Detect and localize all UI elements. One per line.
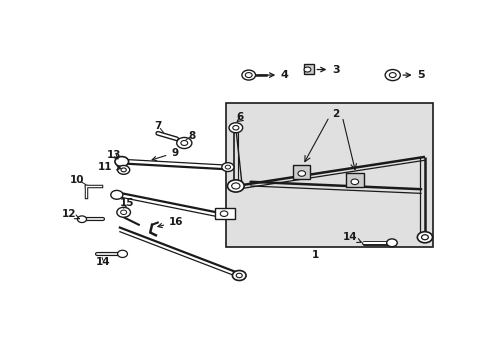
Circle shape [181, 140, 187, 145]
Text: 16: 16 [158, 217, 183, 228]
Circle shape [236, 273, 242, 278]
Circle shape [421, 235, 427, 240]
Text: 6: 6 [236, 112, 243, 122]
Circle shape [225, 165, 230, 169]
Circle shape [245, 73, 252, 77]
Circle shape [117, 166, 129, 174]
Circle shape [228, 123, 242, 133]
Text: 10: 10 [70, 175, 84, 185]
Bar [225, 103, 432, 247]
Circle shape [117, 207, 130, 217]
Circle shape [115, 157, 128, 167]
Circle shape [121, 168, 126, 172]
Bar [346, 174, 363, 187]
Circle shape [385, 69, 400, 81]
Text: 9: 9 [152, 148, 178, 161]
Circle shape [220, 211, 227, 216]
Circle shape [304, 67, 310, 72]
Circle shape [232, 126, 238, 130]
Circle shape [227, 180, 244, 192]
Text: 13: 13 [107, 150, 121, 161]
Text: 14: 14 [342, 232, 361, 242]
Text: 4: 4 [258, 70, 288, 80]
Text: 5: 5 [402, 70, 424, 80]
Bar [214, 208, 235, 219]
Text: 14: 14 [95, 257, 110, 267]
Text: 12: 12 [61, 209, 79, 219]
Circle shape [386, 239, 396, 247]
Circle shape [388, 73, 395, 77]
Bar [303, 64, 314, 74]
Circle shape [117, 250, 127, 257]
Text: 15: 15 [120, 198, 134, 208]
Text: 8: 8 [188, 131, 195, 141]
Text: 3: 3 [316, 64, 339, 75]
Circle shape [111, 190, 122, 199]
Bar [292, 165, 310, 179]
Circle shape [231, 183, 240, 189]
Circle shape [121, 210, 126, 215]
Circle shape [176, 138, 191, 149]
Circle shape [222, 163, 233, 172]
Circle shape [77, 216, 86, 222]
Circle shape [242, 70, 255, 80]
Circle shape [297, 171, 305, 176]
Circle shape [350, 179, 358, 185]
Text: 7: 7 [154, 121, 161, 131]
Circle shape [417, 232, 432, 243]
Circle shape [232, 270, 245, 280]
Text: 1: 1 [311, 250, 318, 260]
Text: 11: 11 [97, 162, 121, 172]
Text: 2: 2 [331, 109, 339, 119]
